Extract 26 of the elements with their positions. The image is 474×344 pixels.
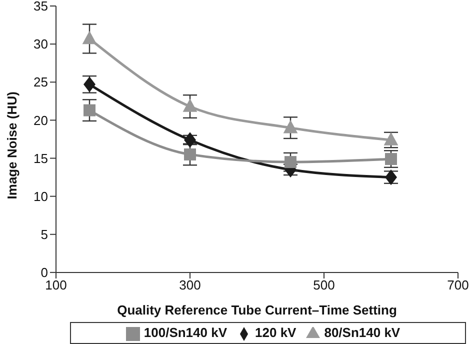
point — [84, 104, 96, 116]
x-tick-label: 500 — [313, 278, 335, 293]
y-tick-label: 35 — [34, 0, 48, 14]
x-tick-label: 300 — [179, 278, 201, 293]
point — [384, 132, 398, 146]
point — [385, 153, 397, 166]
point — [283, 120, 298, 134]
y-tick-label: 20 — [34, 112, 48, 128]
x-tick-label: 700 — [447, 278, 469, 293]
y-tick-label: 0 — [40, 265, 48, 280]
y-tick-label: 30 — [34, 36, 48, 52]
x-axis-title: Quality Reference Tube Current–Time Setting — [117, 302, 397, 318]
y-tick-label: 10 — [34, 188, 48, 204]
legend-label: 120 kV — [255, 325, 296, 340]
legend-label: 100/Sn140 kV — [144, 325, 228, 340]
y-tick-label: 15 — [34, 150, 48, 166]
y-tick-label: 25 — [34, 74, 48, 90]
point — [184, 148, 196, 160]
point — [184, 132, 196, 148]
point — [82, 30, 97, 44]
y-tick-label: 5 — [40, 226, 48, 242]
legend-label: 80/Sn140 kV — [324, 325, 400, 340]
point — [284, 156, 296, 168]
point — [182, 98, 198, 112]
x-tick-label: 100 — [45, 278, 67, 293]
y-axis-title: Image Noise (HU) — [4, 92, 20, 200]
